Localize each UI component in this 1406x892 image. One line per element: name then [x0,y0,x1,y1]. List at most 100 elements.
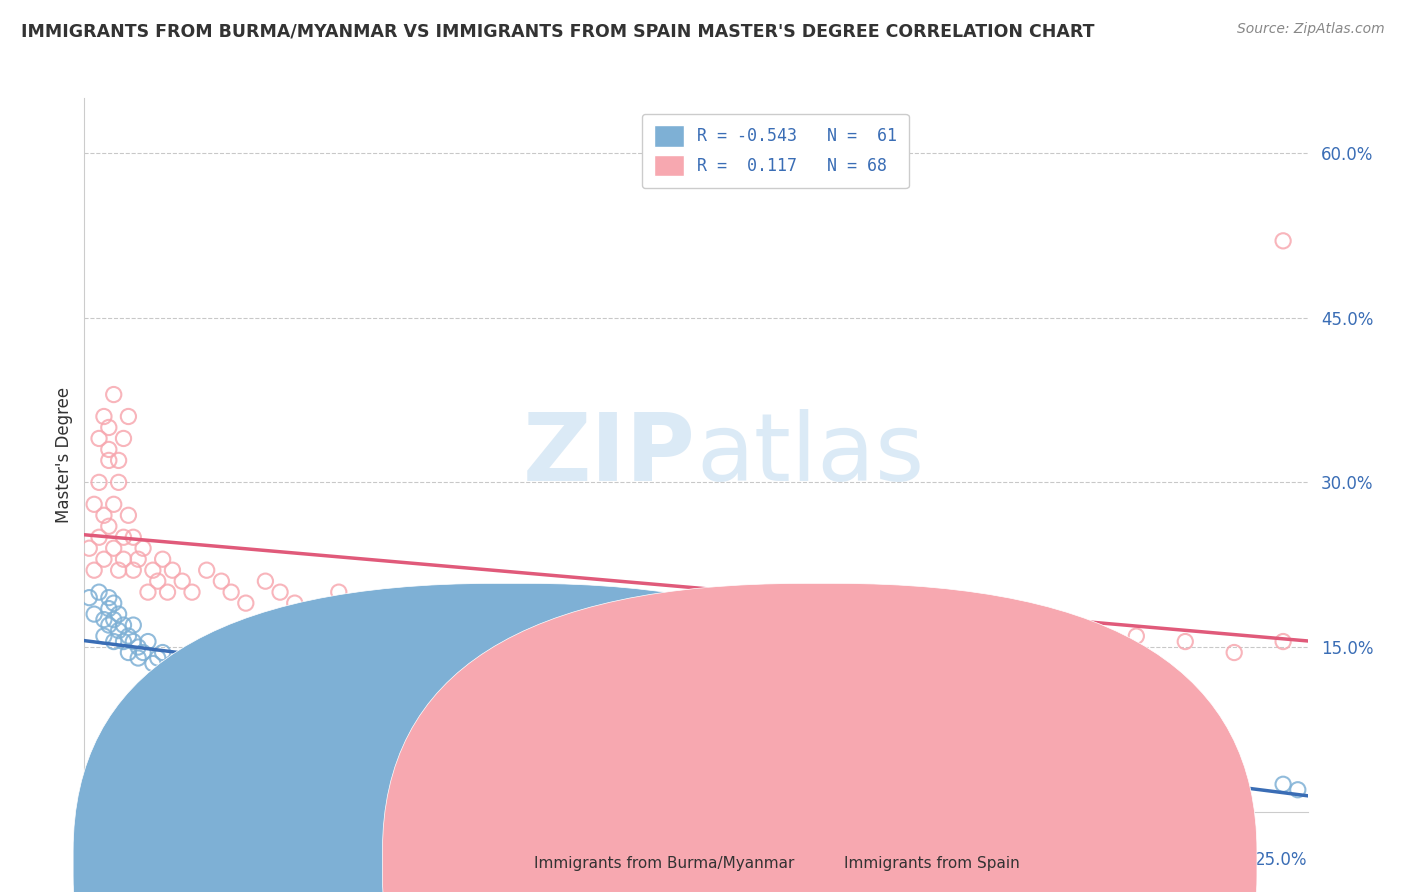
Point [172,574,194,589]
Point [195,563,218,577]
Point [1223,772,1246,786]
Point [87,432,110,446]
Point [328,585,350,599]
Point [209,673,232,687]
Point [592,618,614,632]
Point [107,475,129,490]
Point [1028,744,1050,758]
Point [83,607,105,621]
Point [152,646,174,660]
Point [146,651,169,665]
Point [117,646,139,660]
Text: IMMIGRANTS FROM BURMA/MYANMAR VS IMMIGRANTS FROM SPAIN MASTER'S DEGREE CORRELATI: IMMIGRANTS FROM BURMA/MYANMAR VS IMMIGRA… [21,22,1095,40]
Point [127,640,149,654]
Point [249,690,271,704]
Point [142,657,165,671]
Point [142,563,165,577]
Point [107,624,129,638]
Point [97,591,120,605]
Point [1223,646,1246,660]
Point [156,662,179,676]
Point [152,552,174,566]
Point [93,409,115,424]
Point [146,574,169,589]
Point [1076,640,1098,654]
Point [117,629,139,643]
Point [1028,634,1050,648]
Point [367,695,389,709]
Point [304,607,326,621]
Point [83,497,105,511]
Point [112,530,135,544]
Point [880,728,903,742]
Point [97,453,120,467]
Point [93,508,115,523]
Point [318,695,340,709]
Point [87,475,110,490]
Point [929,733,952,747]
Point [93,629,115,643]
Point [1272,234,1295,248]
Point [979,624,1001,638]
Point [97,420,120,434]
Point [162,657,184,671]
FancyBboxPatch shape [73,583,948,892]
Point [162,563,184,577]
Point [103,497,125,511]
Point [294,690,316,704]
Y-axis label: Master's Degree: Master's Degree [55,387,73,523]
Point [979,739,1001,753]
Point [709,723,731,737]
Legend: R = -0.543   N =  61, R =  0.117   N = 68: R = -0.543 N = 61, R = 0.117 N = 68 [643,113,908,188]
Point [685,618,707,632]
Point [97,618,120,632]
Point [136,634,159,648]
Point [269,585,291,599]
Point [1174,634,1197,648]
Point [209,574,232,589]
Text: 25.0%: 25.0% [1256,851,1308,869]
Point [122,634,145,648]
Point [181,585,204,599]
Point [219,585,242,599]
Point [87,585,110,599]
Point [880,629,903,643]
Point [112,552,135,566]
Point [612,717,634,731]
Point [1125,629,1147,643]
Point [562,706,585,720]
Point [97,442,120,457]
Point [136,585,159,599]
Point [181,673,204,687]
Point [112,432,135,446]
Point [122,563,145,577]
Point [636,613,658,627]
FancyBboxPatch shape [382,583,1257,892]
Point [269,684,291,698]
Point [122,618,145,632]
Point [191,667,214,681]
Point [132,646,155,660]
Text: 0.0%: 0.0% [84,851,127,869]
Point [831,624,853,638]
Point [831,723,853,737]
Point [235,596,257,610]
Point [406,596,429,610]
Point [440,607,463,621]
Point [132,541,155,556]
Point [474,613,496,627]
Point [1174,761,1197,775]
Point [929,634,952,648]
Point [117,409,139,424]
Point [103,613,125,627]
Point [661,711,683,725]
Point [117,508,139,523]
Point [103,596,125,610]
Point [553,613,575,627]
Point [93,613,115,627]
Point [103,541,125,556]
Point [103,634,125,648]
Point [156,585,179,599]
Point [127,552,149,566]
Text: Immigrants from Burma/Myanmar: Immigrants from Burma/Myanmar [534,856,794,871]
